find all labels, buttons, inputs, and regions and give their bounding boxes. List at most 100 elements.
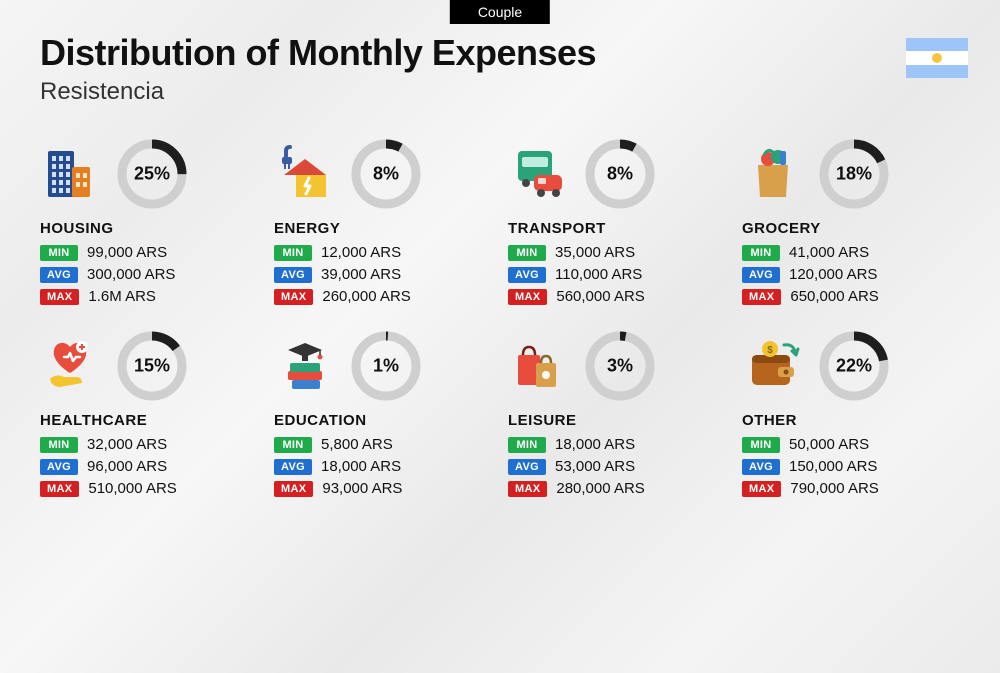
stat-row-avg: AVG 120,000 ARS [742, 266, 960, 283]
building-icon [40, 143, 102, 205]
city-subtitle: Resistencia [40, 78, 960, 106]
stat-value-max: 790,000 ARS [790, 480, 878, 497]
shopping-bags-icon [508, 335, 570, 397]
category-name: EDUCATION [274, 412, 492, 429]
stat-badge-min: MIN [508, 437, 546, 453]
stat-badge-avg: AVG [742, 267, 780, 283]
stat-row-min: MIN 12,000 ARS [274, 244, 492, 261]
stat-badge-min: MIN [40, 245, 78, 261]
pct-label: 8% [607, 164, 633, 185]
stat-badge-avg: AVG [508, 267, 546, 283]
category-card-healthcare: 15% HEALTHCARE MIN 32,000 ARS AVG 96,000 ARS M… [40, 330, 258, 502]
stat-value-avg: 39,000 ARS [321, 266, 401, 283]
stat-row-max: MAX 93,000 ARS [274, 480, 492, 497]
stat-badge-max: MAX [508, 481, 547, 497]
stat-row-max: MAX 650,000 ARS [742, 288, 960, 305]
category-card-transport: 8% TRANSPORT MIN 35,000 ARS AVG 110,000 ARS MA… [508, 138, 726, 310]
stat-badge-avg: AVG [274, 267, 312, 283]
stat-value-min: 18,000 ARS [555, 436, 635, 453]
stat-badge-min: MIN [274, 245, 312, 261]
stat-row-avg: AVG 300,000 ARS [40, 266, 258, 283]
category-name: GROCERY [742, 220, 960, 237]
stat-row-min: MIN 5,800 ARS [274, 436, 492, 453]
stat-badge-max: MAX [508, 289, 547, 305]
stat-value-min: 12,000 ARS [321, 244, 401, 261]
stat-value-min: 50,000 ARS [789, 436, 869, 453]
stat-row-min: MIN 50,000 ARS [742, 436, 960, 453]
pct-label: 8% [373, 164, 399, 185]
stat-badge-min: MIN [742, 437, 780, 453]
stat-row-avg: AVG 110,000 ARS [508, 266, 726, 283]
stat-badge-min: MIN [40, 437, 78, 453]
stat-value-max: 93,000 ARS [322, 480, 402, 497]
stat-value-avg: 120,000 ARS [789, 266, 877, 283]
category-name: OTHER [742, 412, 960, 429]
pct-donut-transport: 8% [584, 138, 656, 210]
stat-value-avg: 150,000 ARS [789, 458, 877, 475]
stat-row-max: MAX 510,000 ARS [40, 480, 258, 497]
pct-donut-other: 22% [818, 330, 890, 402]
category-card-grocery: 18% GROCERY MIN41,000 ARS AVG 120,000 ARS MAX… [742, 138, 960, 310]
category-card-leisure: 3% LEISURE MIN 18,000 ARS AVG 53,000 ARS MAX 28… [508, 330, 726, 502]
stat-value-max: 280,000 ARS [556, 480, 644, 497]
heart-hand-icon [40, 335, 102, 397]
pct-donut-housing: 25% [116, 138, 188, 210]
stat-row-min: MIN 32,000 ARS [40, 436, 258, 453]
stat-value-min: 99,000 ARS [87, 244, 167, 261]
category-name: TRANSPORT [508, 220, 726, 237]
category-card-energy: 8% ENERGY MIN 12,000 ARS AVG 39,000 ARS MAX260… [274, 138, 492, 310]
stat-badge-avg: AVG [40, 459, 78, 475]
stat-badge-max: MAX [742, 481, 781, 497]
stat-badge-max: MAX [40, 481, 79, 497]
stat-row-avg: AVG 39,000 ARS [274, 266, 492, 283]
stat-value-avg: 96,000 ARS [87, 458, 167, 475]
grocery-bag-icon [742, 143, 804, 205]
stat-badge-avg: AVG [40, 267, 78, 283]
pct-label: 18% [836, 164, 872, 185]
stat-value-min: 35,000 ARS [555, 244, 635, 261]
stat-badge-min: MIN [274, 437, 312, 453]
pct-label: 15% [134, 356, 170, 377]
category-name: HEALTHCARE [40, 412, 258, 429]
stat-value-avg: 110,000 ARS [555, 266, 642, 283]
stat-badge-avg: AVG [742, 459, 780, 475]
pct-donut-grocery: 18% [818, 138, 890, 210]
pct-donut-education: 1% [350, 330, 422, 402]
stat-badge-min: MIN [742, 245, 780, 261]
stat-value-max: 1.6M ARS [88, 288, 156, 305]
stat-row-avg: AVG 96,000 ARS [40, 458, 258, 475]
pct-label: 22% [836, 356, 872, 377]
stat-value-min: 32,000 ARS [87, 436, 167, 453]
stat-value-avg: 53,000 ARS [555, 458, 635, 475]
stat-row-min: MIN 35,000 ARS [508, 244, 726, 261]
stat-value-min: 5,800 ARS [321, 436, 393, 453]
stat-value-max: 510,000 ARS [88, 480, 176, 497]
category-name: LEISURE [508, 412, 726, 429]
pct-donut-leisure: 3% [584, 330, 656, 402]
stat-badge-max: MAX [274, 481, 313, 497]
country-flag-argentina [906, 38, 968, 78]
wallet-icon: $ [742, 335, 804, 397]
stat-badge-min: MIN [508, 245, 546, 261]
pct-label: 3% [607, 356, 633, 377]
stat-row-min: MIN 99,000 ARS [40, 244, 258, 261]
stat-row-max: MAX260,000 ARS [274, 288, 492, 305]
stat-badge-max: MAX [742, 289, 781, 305]
stat-row-min: MIN41,000 ARS [742, 244, 960, 261]
svg-text:$: $ [767, 345, 773, 356]
stat-row-avg: AVG 53,000 ARS [508, 458, 726, 475]
pct-label: 25% [134, 164, 170, 185]
category-name: ENERGY [274, 220, 492, 237]
category-card-education: 1%EDUCATIONMIN5,800 ARSAVG18,000 ARSMAX9… [274, 330, 492, 502]
stat-badge-max: MAX [274, 289, 313, 305]
category-card-other: $22% OTHER MIN 50,000 ARS AVG 150,000 ARS MAX 7… [742, 330, 960, 502]
household-badge: Couple [450, 0, 550, 24]
stat-badge-max: MAX [40, 289, 79, 305]
stat-row-max: MAX 1.6M ARS [40, 288, 258, 305]
stat-value-max: 650,000 ARS [790, 288, 878, 305]
bus-car-icon [508, 143, 570, 205]
stat-row-avg: AVG 150,000 ARS [742, 458, 960, 475]
stat-value-avg: 300,000 ARS [87, 266, 175, 283]
stat-row-max: MAX 790,000 ARS [742, 480, 960, 497]
stat-badge-avg: AVG [508, 459, 546, 475]
